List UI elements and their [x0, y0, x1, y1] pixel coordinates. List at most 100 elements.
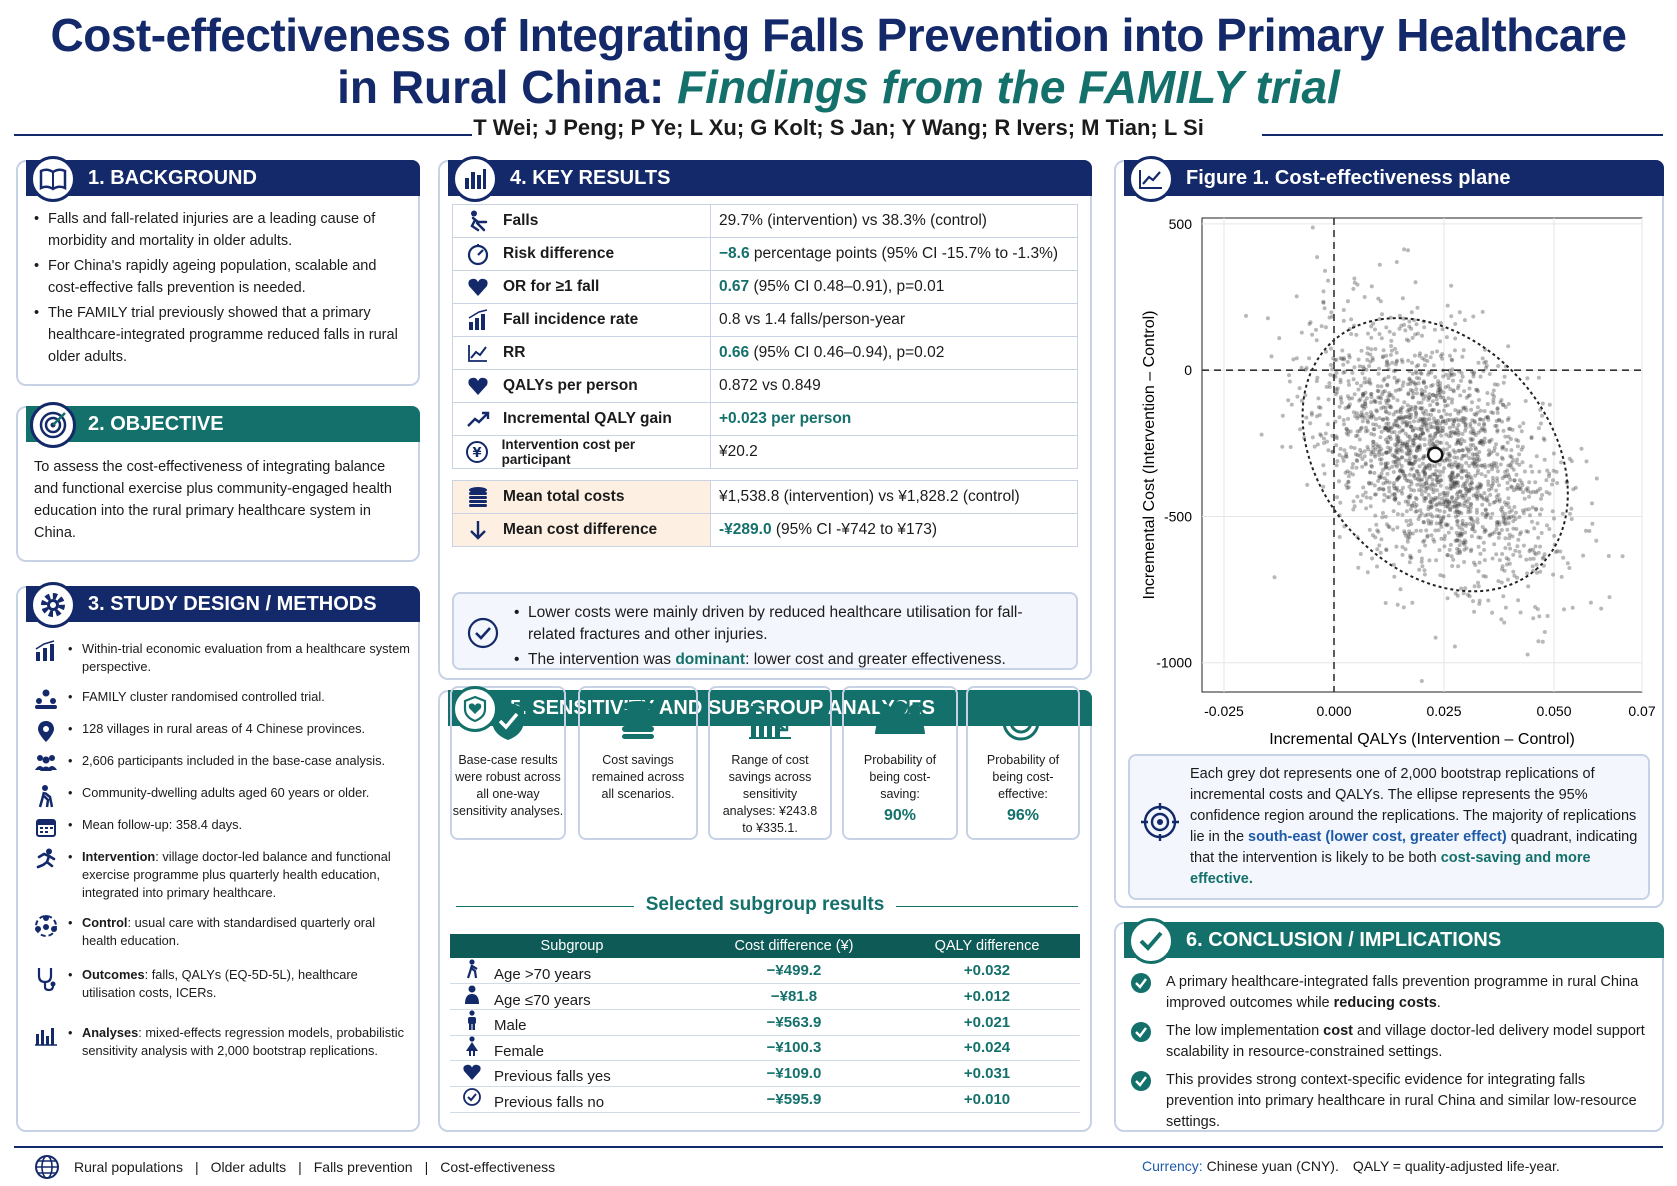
bootstrap-point: [1408, 507, 1413, 512]
bootstrap-point: [1416, 444, 1421, 449]
bootstrap-point: [1448, 353, 1452, 358]
bootstrap-point: [1436, 418, 1441, 423]
bootstrap-point: [1511, 519, 1516, 524]
bootstrap-point: [1407, 535, 1412, 540]
bootstrap-point: [1456, 512, 1461, 517]
results-table: Falls 29.7% (intervention) vs 38.3% (cont…: [452, 204, 1078, 547]
bootstrap-point: [1468, 549, 1473, 554]
bootstrap-point: [1346, 480, 1351, 485]
falling-bars-icon: [749, 703, 791, 739]
bootstrap-point: [1372, 483, 1377, 488]
bootstrap-point: [1351, 410, 1356, 415]
bootstrap-point: [1535, 607, 1540, 612]
bootstrap-point: [1448, 474, 1453, 479]
bootstrap-point: [1318, 432, 1323, 437]
bootstrap-point: [1550, 509, 1555, 514]
bootstrap-point: [1309, 412, 1314, 417]
bootstrap-point: [1464, 408, 1469, 413]
bootstrap-point: [1410, 531, 1415, 536]
bootstrap-point: [1475, 495, 1480, 500]
bootstrap-point: [1471, 599, 1475, 604]
bootstrap-point: [1463, 487, 1468, 492]
bootstrap-point: [1559, 574, 1564, 579]
bootstrap-point: [1420, 422, 1425, 427]
bootstrap-point: [1435, 382, 1440, 386]
bootstrap-point: [1349, 332, 1354, 336]
bootstrap-point: [1511, 526, 1516, 531]
result-row: Risk difference −8.6 percentage points (9…: [452, 237, 1078, 271]
bootstrap-point: [1398, 439, 1403, 444]
bootstrap-point: [1379, 471, 1384, 476]
bootstrap-point: [1429, 521, 1433, 526]
bootstrap-point: [1414, 411, 1419, 415]
bootstrap-point: [1430, 438, 1434, 443]
bootstrap-point: [1401, 485, 1405, 490]
bootstrap-point: [1386, 374, 1391, 379]
bootstrap-point: [1475, 410, 1480, 415]
bootstrap-point: [1529, 435, 1534, 440]
bootstrap-point: [1400, 296, 1405, 301]
result-row: RR 0.66 (95% CI 0.46–0.94), p=0.02: [452, 336, 1078, 370]
bootstrap-point: [1412, 441, 1417, 446]
bootstrap-point: [1460, 540, 1465, 545]
figure-caption-box: Each grey dot represents one of 2,000 bo…: [1128, 754, 1650, 900]
bootstrap-point: [1422, 420, 1427, 425]
bootstrap-point: [1449, 499, 1454, 504]
bootstrap-point: [1429, 505, 1434, 510]
bootstrap-point: [1489, 486, 1494, 491]
bootstrap-point: [1444, 335, 1449, 340]
bootstrap-point: [1451, 378, 1455, 383]
bootstrap-point: [1385, 428, 1390, 433]
bootstrap-point: [1409, 412, 1414, 417]
bootstrap-point: [1458, 393, 1463, 398]
bootstrap-point: [1399, 357, 1404, 362]
bootstrap-point: [1536, 639, 1541, 644]
bootstrap-point: [1407, 319, 1412, 324]
bootstrap-point: [1545, 468, 1550, 473]
bootstrap-point: [1456, 510, 1461, 515]
bootstrap-point: [1421, 520, 1426, 525]
bootstrap-point: [1289, 402, 1294, 407]
bootstrap-point: [1376, 487, 1381, 492]
bootstrap-point: [1377, 444, 1382, 449]
bootstrap-point: [1452, 500, 1457, 505]
bootstrap-point: [1451, 389, 1456, 394]
bootstrap-point: [1406, 499, 1411, 504]
bootstrap-point: [1568, 511, 1572, 516]
bootstrap-point: [1435, 478, 1439, 483]
bootstrap-point: [1355, 433, 1360, 438]
bootstrap-point: [1392, 332, 1396, 337]
bootstrap-point: [1350, 465, 1355, 470]
bootstrap-point: [1354, 458, 1359, 463]
bootstrap-point: [1526, 584, 1531, 589]
bootstrap-point: [1472, 460, 1477, 465]
bootstrap-point: [1444, 522, 1448, 527]
bootstrap-point: [1458, 489, 1463, 494]
bootstrap-point: [1497, 497, 1502, 502]
bootstrap-point: [1470, 452, 1475, 457]
bootstrap-point: [1315, 255, 1320, 260]
bootstrap-point: [1297, 386, 1302, 391]
bootstrap-point: [1259, 432, 1264, 437]
bootstrap-point: [1345, 394, 1350, 399]
bootstrap-point: [1573, 485, 1578, 490]
bootstrap-point: [1438, 388, 1443, 393]
bootstrap-point: [1406, 461, 1411, 466]
bootstrap-point: [1286, 398, 1291, 403]
bootstrap-point: [1514, 527, 1519, 531]
bootstrap-point: [1404, 509, 1409, 514]
result-row: Falls 29.7% (intervention) vs 38.3% (cont…: [452, 204, 1078, 238]
bootstrap-point: [1414, 364, 1419, 369]
bootstrap-point: [1430, 350, 1435, 355]
bootstrap-point: [1411, 438, 1416, 443]
bootstrap-point: [1368, 381, 1373, 386]
bootstrap-point: [1494, 442, 1498, 447]
bootstrap-point: [1417, 353, 1422, 358]
conclusion-panel: 6. CONCLUSION / IMPLICATIONS A primary h…: [1114, 918, 1664, 1132]
bootstrap-point: [1419, 371, 1424, 376]
bootstrap-point: [1368, 504, 1373, 509]
bootstrap-point: [1534, 454, 1539, 459]
bootstrap-point: [1265, 316, 1270, 321]
bootstrap-point: [1594, 476, 1599, 481]
bootstrap-point: [1367, 364, 1372, 368]
